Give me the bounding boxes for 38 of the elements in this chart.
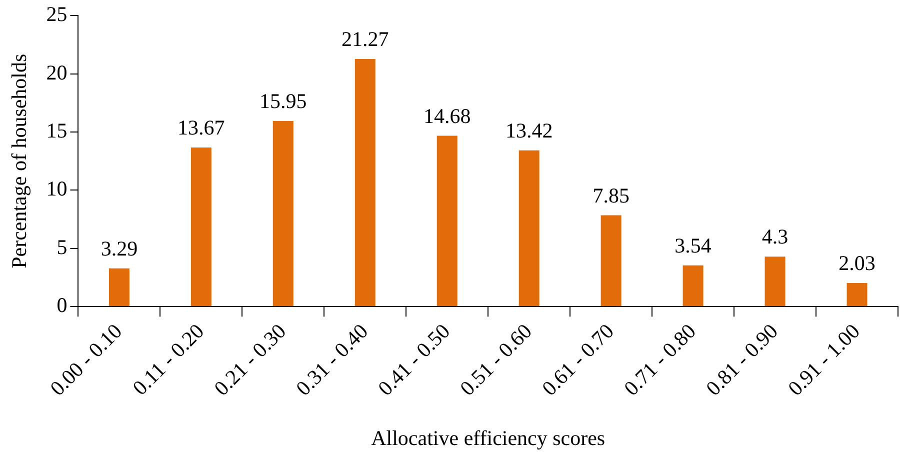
data-label: 21.27 [342, 27, 389, 52]
bar [190, 148, 212, 306]
x-tick-label: 0.91 - 1.00 [783, 319, 864, 400]
y-axis-title: Percentage of households [7, 54, 32, 268]
y-tick-label: 25 [46, 2, 68, 26]
bar [764, 256, 786, 306]
data-label: 13.42 [505, 118, 553, 142]
bar [354, 59, 376, 306]
x-tick-label: 0.41 - 0.50 [373, 319, 455, 400]
x-tick-label: 0.21 - 0.30 [209, 319, 291, 400]
x-tick-label: 0.31 - 0.40 [291, 319, 373, 400]
bar [518, 150, 540, 306]
data-label: 7.85 [592, 183, 630, 208]
x-tick-label: 0.71 - 0.80 [619, 319, 700, 400]
data-label: 3.54 [674, 233, 712, 258]
data-label: 13.67 [178, 116, 225, 140]
y-tick-label: 15 [46, 118, 68, 143]
bar [272, 120, 294, 306]
y-tick-label: 5 [56, 234, 68, 259]
bar [682, 265, 704, 306]
x-tick-label: 0.00 - 0.10 [45, 319, 127, 400]
x-tick-label: 0.51 - 0.60 [455, 319, 537, 400]
y-tick-label: 20 [46, 60, 68, 84]
y-tick-label: 10 [46, 176, 68, 201]
bar [436, 136, 458, 306]
data-label: 15.95 [260, 88, 307, 113]
bar [846, 283, 868, 306]
x-tick-label: 0.81 - 0.90 [701, 319, 782, 400]
bar [600, 215, 622, 306]
x-tick-label: 0.61 - 0.70 [537, 319, 619, 400]
x-tick-label: 0.11 - 0.20 [128, 319, 209, 400]
x-axis-title: Allocative efficiency scores [371, 426, 606, 450]
data-label: 3.29 [100, 236, 138, 260]
y-tick-label: 0 [56, 293, 68, 318]
data-label: 4.3 [762, 224, 788, 249]
bar [108, 268, 130, 306]
data-label: 14.68 [423, 104, 471, 128]
data-label: 2.03 [838, 251, 876, 276]
